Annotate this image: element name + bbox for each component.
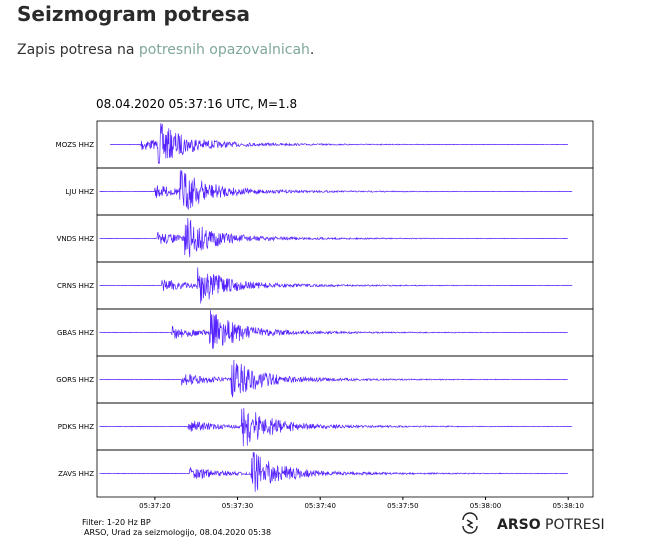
station-label: MOZS HHZ: [56, 141, 95, 149]
waveform-trace: [99, 359, 568, 398]
station-label: PDKS HHZ: [58, 423, 94, 431]
x-tick-label: 05:37:40: [304, 502, 335, 510]
station-row: CRNS HHZ: [57, 261, 594, 310]
station-label: ZAVS HHZ: [58, 470, 94, 478]
stations-link[interactable]: potresnih opazovalnicah: [138, 42, 310, 58]
station-row: GORS HHZ: [56, 355, 594, 404]
station-label: GBAS HHZ: [57, 329, 94, 337]
waveform-trace: [99, 267, 573, 304]
x-tick-label: 05:37:30: [222, 502, 253, 510]
waveform-trace: [99, 217, 568, 258]
station-row: ZAVS HHZ: [58, 449, 594, 498]
station-panel: [96, 449, 594, 498]
chart-title: 08.04.2020 05:37:16 UTC, M=1.8: [96, 97, 297, 111]
page-title: Seizmogram potresa: [17, 2, 250, 26]
intro-suffix: .: [309, 42, 315, 58]
waveform-trace: [99, 451, 568, 492]
station-label: VNDS HHZ: [57, 235, 95, 243]
waveform-trace: [99, 310, 568, 349]
x-tick-label: 05:37:50: [387, 502, 418, 510]
credit-text: ARSO, Urad za seizmologijo, 08.04.2020 0…: [84, 528, 271, 537]
filter-text: Filter: 1-20 Hz BP: [82, 518, 151, 527]
x-tick-label: 05:38:00: [470, 502, 501, 510]
station-row: PDKS HHZ: [58, 402, 594, 451]
station-row: MOZS HHZ: [56, 120, 594, 169]
station-row: VNDS HHZ: [57, 214, 594, 263]
intro-text: Zapis potresa na potresnih opazovalnicah…: [17, 42, 314, 58]
intro-prefix: Zapis potresa na: [17, 42, 139, 58]
station-row: LJU HHZ: [65, 167, 594, 216]
arso-logo-text: ARSO POTRESI: [497, 517, 605, 533]
waveform-trace: [99, 170, 573, 211]
station-label: CRNS HHZ: [57, 282, 94, 290]
arso-logo-icon: [462, 512, 478, 534]
x-tick-label: 05:38:10: [552, 502, 583, 510]
waveform-trace: [109, 123, 569, 165]
waveform-trace: [99, 407, 573, 447]
station-label: GORS HHZ: [56, 376, 94, 384]
station-label: LJU HHZ: [65, 188, 94, 196]
station-row: GBAS HHZ: [57, 308, 594, 357]
x-tick-label: 05:37:20: [139, 502, 170, 510]
